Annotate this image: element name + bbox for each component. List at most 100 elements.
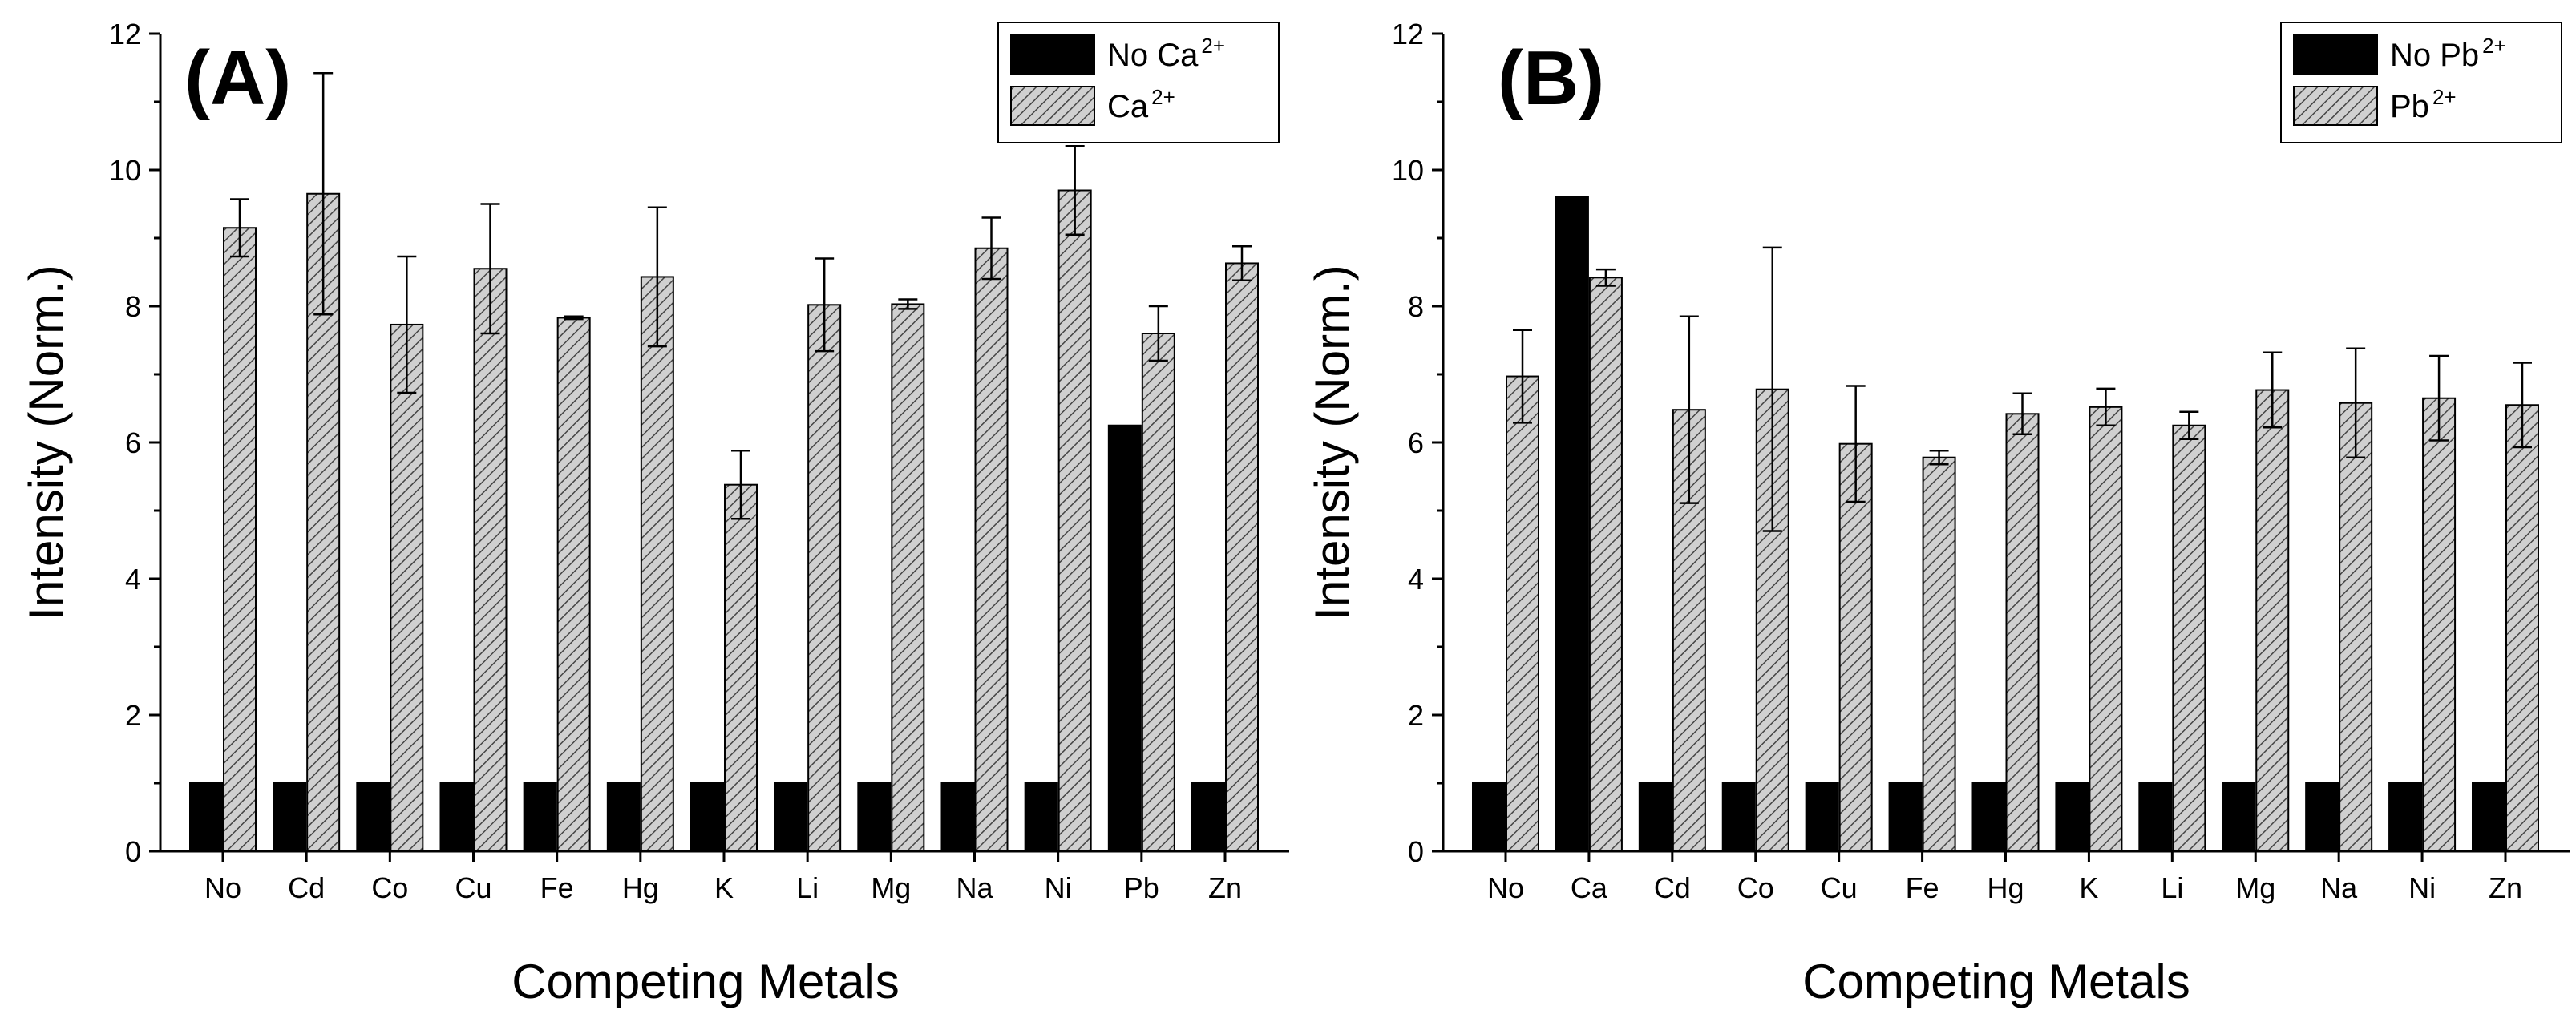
x-tick-label: No xyxy=(1487,871,1524,904)
x-tick-label: Li xyxy=(796,871,819,904)
bar-hatched xyxy=(974,247,1009,852)
legend-label-sup: 2+ xyxy=(1151,85,1175,109)
y-tick-label: 12 xyxy=(109,18,141,50)
x-tick-label: Na xyxy=(956,871,993,904)
bar-hatched xyxy=(1225,262,1259,852)
panel-label: (A) xyxy=(184,35,291,121)
bar-solid xyxy=(2138,782,2173,852)
bar-solid xyxy=(439,782,474,852)
y-tick-label: 4 xyxy=(1408,563,1424,596)
bar-solid xyxy=(189,782,223,852)
bar-hatched xyxy=(2255,389,2290,852)
x-tick-label: Hg xyxy=(622,871,659,904)
bar-solid xyxy=(2388,782,2423,852)
y-tick-label: 10 xyxy=(109,154,141,187)
bar-solid xyxy=(1805,782,1839,852)
bar-solid xyxy=(523,782,557,852)
y-tick-label: 12 xyxy=(1392,18,1424,50)
y-tick-label: 6 xyxy=(1408,426,1424,459)
bar-hatched xyxy=(640,276,674,852)
bar-solid xyxy=(2472,782,2505,852)
bar-hatched xyxy=(1506,375,1539,852)
bar-hatched xyxy=(2172,424,2206,852)
bar-hatched xyxy=(2339,402,2373,852)
bar-hatched xyxy=(473,268,508,852)
bar-hatched xyxy=(807,304,842,852)
bar-solid xyxy=(1472,782,1506,852)
x-tick-label: Co xyxy=(371,871,408,904)
bar-solid xyxy=(1107,424,1142,852)
y-tick-label: 8 xyxy=(125,290,141,323)
x-axis-title: Competing Metals xyxy=(512,955,900,1008)
x-tick-label: Fe xyxy=(1906,871,1939,904)
legend-swatch-solid xyxy=(1010,34,1095,75)
legend-swatch-hatched xyxy=(2293,86,2378,126)
legend-label-sup: 2+ xyxy=(2432,85,2457,109)
x-tick-label: Zn xyxy=(1208,871,1242,904)
y-axis-title: Intensity (Norm.) xyxy=(19,265,73,620)
bar-hatched xyxy=(1838,442,1873,852)
bar-hatched xyxy=(2505,404,2539,852)
bar-hatched xyxy=(1057,189,1092,852)
x-tick-label: Ni xyxy=(1045,871,1072,904)
y-tick-label: 2 xyxy=(1408,699,1424,732)
legend: No Ca 2+Ca 2+ xyxy=(997,22,1280,143)
y-tick-label: 6 xyxy=(125,426,141,459)
legend-label-sup: 2+ xyxy=(2482,34,2506,58)
bar-hatched xyxy=(1922,456,1956,852)
bar-solid xyxy=(1024,782,1058,852)
bar-hatched xyxy=(724,483,758,852)
bar-solid xyxy=(857,782,892,852)
legend-label-sup: 2+ xyxy=(1201,34,1225,58)
legend: No Pb 2+Pb 2+ xyxy=(2280,22,2562,143)
x-tick-label: Cd xyxy=(1654,871,1691,904)
bar-solid xyxy=(1555,196,1589,852)
bar-hatched xyxy=(2422,397,2457,852)
bar-hatched xyxy=(1588,277,1623,852)
y-tick-label: 10 xyxy=(1392,154,1424,187)
x-tick-label: Cd xyxy=(288,871,325,904)
x-axis-title: Competing Metals xyxy=(1802,955,2190,1008)
x-tick-label: Hg xyxy=(1987,871,2024,904)
x-tick-label: Li xyxy=(2161,871,2183,904)
x-tick-label: Ni xyxy=(2408,871,2436,904)
panel-label: (B) xyxy=(1498,35,1604,121)
bar-solid xyxy=(2222,782,2256,852)
bar-solid xyxy=(1721,782,1756,852)
bar-hatched xyxy=(223,227,257,852)
x-tick-label: No xyxy=(204,871,241,904)
bar-solid xyxy=(273,782,307,852)
bar-solid xyxy=(940,782,975,852)
y-tick-label: 2 xyxy=(125,699,141,732)
bar-hatched xyxy=(2089,406,2123,852)
bar-hatched xyxy=(556,317,591,852)
bar-solid xyxy=(1191,782,1225,852)
bar-hatched xyxy=(2005,413,2040,852)
x-tick-label: K xyxy=(2079,871,2098,904)
y-axis-title: Intensity (Norm.) xyxy=(1305,265,1359,620)
bar-solid xyxy=(1971,782,2006,852)
x-tick-label: K xyxy=(714,871,734,904)
bar-hatched xyxy=(891,303,925,852)
panel-a: 0 2 4 6 8 10 12 No Cd Co Cu Fe Hg K Li Mg Na Ni Pb Zn (A) Int… xyxy=(19,18,1289,1008)
x-tick-label: Ca xyxy=(1571,871,1608,904)
bar-solid xyxy=(774,782,808,852)
x-tick-label: Cu xyxy=(455,871,491,904)
y-tick-label: 8 xyxy=(1408,290,1424,323)
legend-label: Ca 2+ xyxy=(1107,85,1175,124)
y-tick-label: 4 xyxy=(125,563,141,596)
x-tick-label: Cu xyxy=(1821,871,1858,904)
x-tick-label: Co xyxy=(1737,871,1774,904)
x-tick-label: Fe xyxy=(540,871,574,904)
bar-solid xyxy=(2055,782,2089,852)
x-tick-label: Zn xyxy=(2489,871,2522,904)
bar-solid xyxy=(690,782,724,852)
bar-hatched xyxy=(390,323,424,852)
x-tick-label: Pb xyxy=(1124,871,1159,904)
bar-solid xyxy=(606,782,641,852)
y-tick-label: 0 xyxy=(1408,835,1424,868)
y-tick-label: 0 xyxy=(125,835,141,868)
bar-solid xyxy=(356,782,390,852)
